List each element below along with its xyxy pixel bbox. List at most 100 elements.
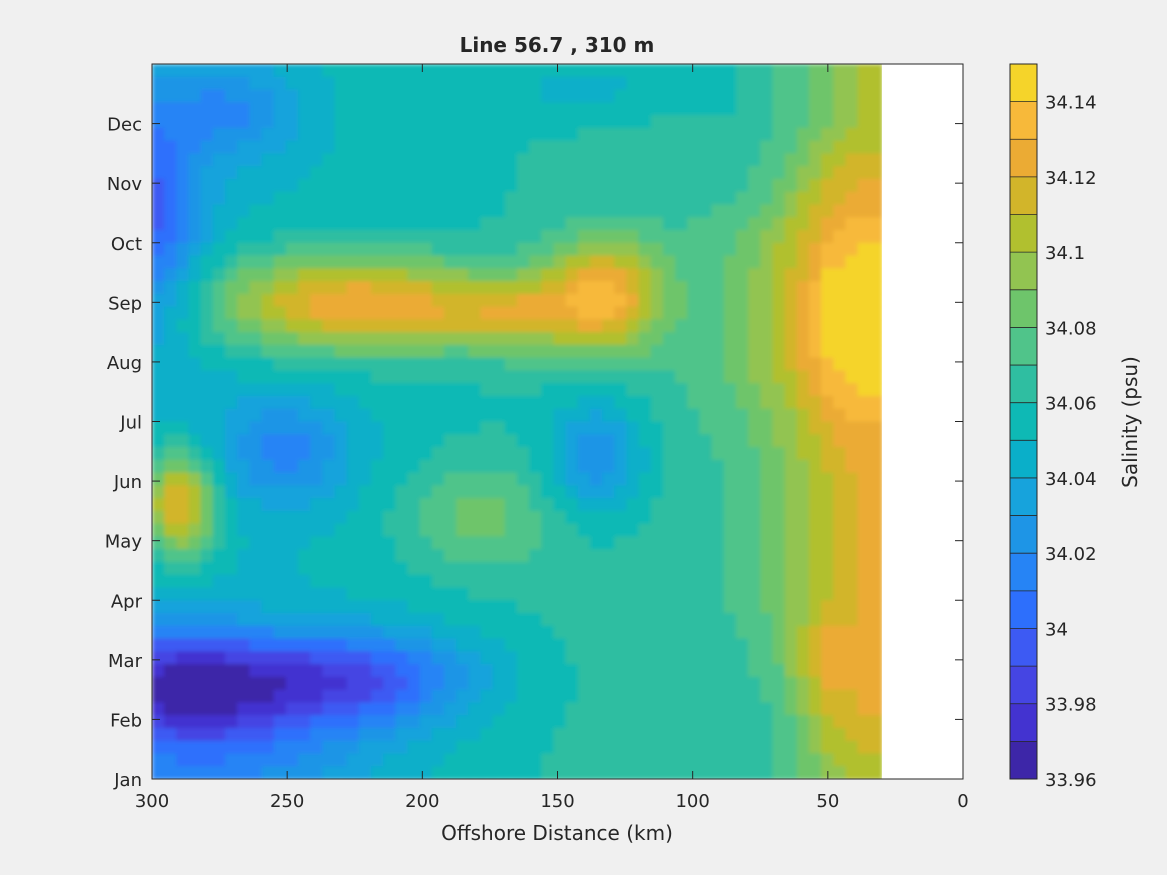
contour-cell: [273, 587, 287, 602]
contour-cell: [577, 676, 591, 691]
contour-cell: [796, 76, 810, 91]
contour-cell: [748, 204, 762, 219]
contour-cell: [443, 536, 457, 550]
contour-cell: [723, 434, 737, 448]
contour-cell: [808, 357, 822, 372]
contour-cell: [443, 485, 457, 499]
contour-cell: [638, 651, 652, 665]
contour-cell: [662, 434, 676, 448]
contour-cell: [602, 242, 616, 257]
contour-cell: [711, 319, 725, 333]
contour-cell: [188, 64, 202, 78]
contour-cell: [334, 255, 348, 270]
contour-cell: [468, 766, 482, 779]
contour-cell: [188, 753, 202, 768]
contour-cell: [468, 127, 482, 142]
contour-cell: [297, 408, 311, 423]
x-tick-label: 300: [135, 791, 169, 812]
contour-cell: [748, 664, 762, 678]
contour-cell: [383, 613, 397, 627]
contour-cell: [711, 64, 725, 78]
contour-cell: [176, 281, 190, 295]
contour-cell: [833, 715, 847, 729]
contour-cell: [431, 549, 445, 563]
contour-cell: [492, 178, 506, 193]
contour-cell: [577, 344, 591, 359]
contour-cell: [553, 319, 567, 333]
contour-cell: [565, 625, 579, 640]
contour-cell: [589, 510, 603, 525]
contour-cell: [541, 242, 555, 257]
contour-cell: [516, 268, 530, 282]
contour-cell: [857, 638, 871, 653]
contour-cell: [565, 715, 579, 729]
contour-cell: [748, 242, 762, 257]
contour-cell: [152, 319, 165, 333]
contour-cell: [638, 281, 652, 295]
contour-cell: [529, 459, 543, 474]
contour-cell: [857, 676, 871, 691]
contour-cell: [650, 651, 664, 665]
contour-cell: [456, 306, 470, 321]
contour-cell: [845, 421, 859, 436]
contour-cell: [443, 140, 457, 155]
contour-cell: [383, 498, 397, 512]
contour-cell: [541, 485, 555, 499]
contour-cell: [480, 740, 494, 755]
contour-cell: [224, 383, 238, 397]
contour-cell: [164, 242, 178, 257]
colorbar-band: [1010, 176, 1037, 215]
contour-cell: [212, 293, 226, 308]
contour-cell: [370, 102, 384, 116]
contour-cell: [249, 217, 263, 231]
contour-cell: [565, 510, 579, 525]
contour-cell: [796, 153, 810, 167]
contour-cell: [224, 370, 238, 384]
contour-cell: [164, 281, 178, 295]
contour-cell: [456, 472, 470, 487]
contour-cell: [261, 459, 275, 474]
contour-cell: [176, 766, 190, 779]
contour-cell: [723, 459, 737, 474]
y-tick-label: Sep: [108, 293, 142, 314]
contour-cell: [176, 702, 190, 716]
contour-cell: [772, 434, 786, 448]
contour-cell: [626, 510, 640, 525]
contour-cell: [468, 459, 482, 474]
contour-cell: [602, 727, 616, 742]
contour-cell: [711, 600, 725, 614]
contour-cell: [748, 115, 762, 129]
contour-cell: [821, 217, 835, 231]
contour-cell: [480, 306, 494, 321]
contour-cell: [638, 664, 652, 678]
contour-cell: [772, 204, 786, 219]
contour-cell: [164, 613, 178, 627]
contour-cell: [833, 102, 847, 116]
contour-cell: [358, 127, 372, 142]
contour-cell: [395, 549, 409, 563]
contour-cell: [650, 306, 664, 321]
contour-cell: [735, 472, 749, 487]
contour-cell: [273, 740, 287, 755]
contour-cell: [188, 102, 202, 116]
contour-cell: [638, 574, 652, 589]
contour-cell: [589, 76, 603, 91]
contour-cell: [285, 281, 299, 295]
contour-cell: [626, 281, 640, 295]
contour-cell: [760, 76, 774, 91]
contour-cell: [407, 676, 421, 691]
contour-cell: [456, 127, 470, 142]
contour-cell: [504, 472, 518, 487]
contour-cell: [565, 344, 579, 359]
contour-cell: [297, 536, 311, 550]
contour-cell: [699, 332, 713, 346]
contour-cell: [516, 651, 530, 665]
contour-cell: [261, 229, 275, 244]
contour-cell: [249, 306, 263, 321]
contour-cell: [735, 459, 749, 474]
contour-cell: [468, 485, 482, 499]
contour-cell: [748, 447, 762, 461]
contour-cell: [662, 102, 676, 116]
contour-cell: [638, 727, 652, 742]
